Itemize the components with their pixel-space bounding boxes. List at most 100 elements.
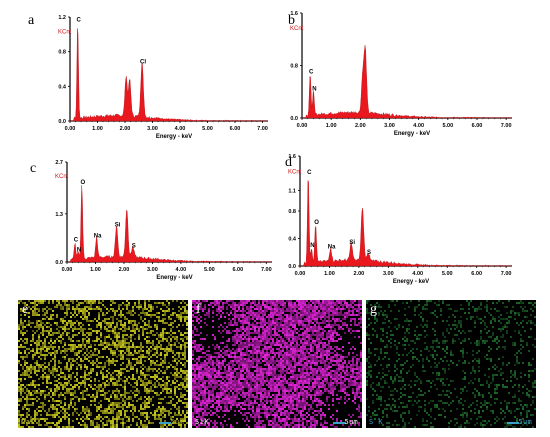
map-pixel [20, 380, 22, 382]
map-pixel [140, 342, 142, 344]
map-pixel [280, 318, 282, 320]
map-pixel [44, 420, 46, 422]
map-pixel [228, 368, 230, 370]
map-pixel [142, 368, 144, 370]
map-pixel [196, 350, 198, 352]
map-pixel [56, 322, 58, 324]
map-pixel [338, 374, 340, 376]
map-pixel [264, 300, 266, 302]
map-pixel [142, 382, 144, 384]
map-pixel [62, 416, 64, 418]
map-pixel [112, 316, 114, 318]
map-pixel [146, 332, 148, 334]
map-pixel [192, 366, 194, 368]
y-tick-label: 0.8 [58, 50, 66, 56]
map-pixel [166, 426, 168, 428]
map-pixel [258, 352, 260, 354]
map-pixel [124, 414, 126, 416]
map-pixel [56, 424, 58, 426]
map-pixel [52, 332, 54, 334]
map-pixel [206, 354, 208, 356]
map-pixel [148, 388, 150, 390]
map-pixel [56, 410, 58, 412]
map-pixel [20, 344, 22, 346]
map-pixel [146, 356, 148, 358]
map-pixel [164, 408, 166, 410]
map-pixel [308, 308, 310, 310]
map-pixel [268, 356, 270, 358]
map-pixel [90, 306, 92, 308]
map-pixel [36, 418, 38, 420]
map-pixel [234, 342, 236, 344]
map-pixel [40, 418, 42, 420]
map-pixel [354, 364, 356, 366]
map-pixel [194, 334, 196, 336]
map-pixel [104, 362, 106, 364]
map-pixel [282, 328, 284, 330]
map-pixel [264, 348, 266, 350]
map-pixel [274, 306, 276, 308]
map-pixel [168, 392, 170, 394]
x-tick-label: 0.00 [62, 267, 73, 273]
map-pixel [80, 382, 82, 384]
map-pixel [186, 422, 188, 424]
map-pixel [198, 306, 200, 308]
map-pixel [266, 308, 268, 310]
map-pixel [242, 362, 244, 364]
map-pixel [44, 344, 46, 346]
map-pixel [338, 358, 340, 360]
map-pixel [306, 312, 308, 314]
map-pixel [262, 354, 264, 356]
map-pixel [280, 324, 282, 326]
map-pixel [70, 300, 72, 302]
map-pixel [164, 310, 166, 312]
map-pixel [198, 364, 200, 366]
map-pixel [22, 366, 24, 368]
map-pixel [122, 330, 124, 332]
map-pixel [192, 320, 194, 322]
map-pixel [302, 336, 304, 338]
map-pixel [312, 340, 314, 342]
map-pixel [60, 336, 62, 338]
map-pixel [302, 350, 304, 352]
map-pixel [126, 398, 128, 400]
map-pixel [28, 324, 30, 326]
map-pixel [274, 374, 276, 376]
map-pixel [100, 356, 102, 358]
map-pixel [38, 366, 40, 368]
map-pixel [64, 358, 66, 360]
map-pixel [26, 338, 28, 340]
map-pixel [232, 314, 234, 316]
map-pixel [128, 304, 130, 306]
map-pixel [176, 418, 178, 420]
map-pixel [326, 304, 328, 306]
map-pixel [326, 354, 328, 356]
map-pixel [216, 362, 218, 364]
map-pixel [248, 324, 250, 326]
map-pixel [330, 338, 332, 340]
map-pixel [94, 302, 96, 304]
map-pixel [202, 338, 204, 340]
map-pixel [164, 362, 166, 364]
map-pixel [64, 392, 66, 394]
map-pixel [66, 384, 68, 386]
map-pixel [158, 364, 160, 366]
map-pixel [124, 324, 126, 326]
map-pixel [132, 310, 134, 312]
map-pixel [26, 402, 28, 404]
map-pixel [54, 392, 56, 394]
map-pixel [164, 420, 166, 422]
map-pixel [322, 310, 324, 312]
map-pixel [76, 352, 78, 354]
map-pixel [328, 346, 330, 348]
map-pixel [286, 330, 288, 332]
map-pixel [198, 368, 200, 370]
map-pixel [160, 344, 162, 346]
map-pixel [246, 342, 248, 344]
map-pixel [94, 340, 96, 342]
map-pixel [100, 336, 102, 338]
map-pixel [294, 314, 296, 316]
map-pixel [184, 402, 186, 404]
map-pixel [26, 354, 28, 356]
map-pixel [220, 374, 222, 376]
